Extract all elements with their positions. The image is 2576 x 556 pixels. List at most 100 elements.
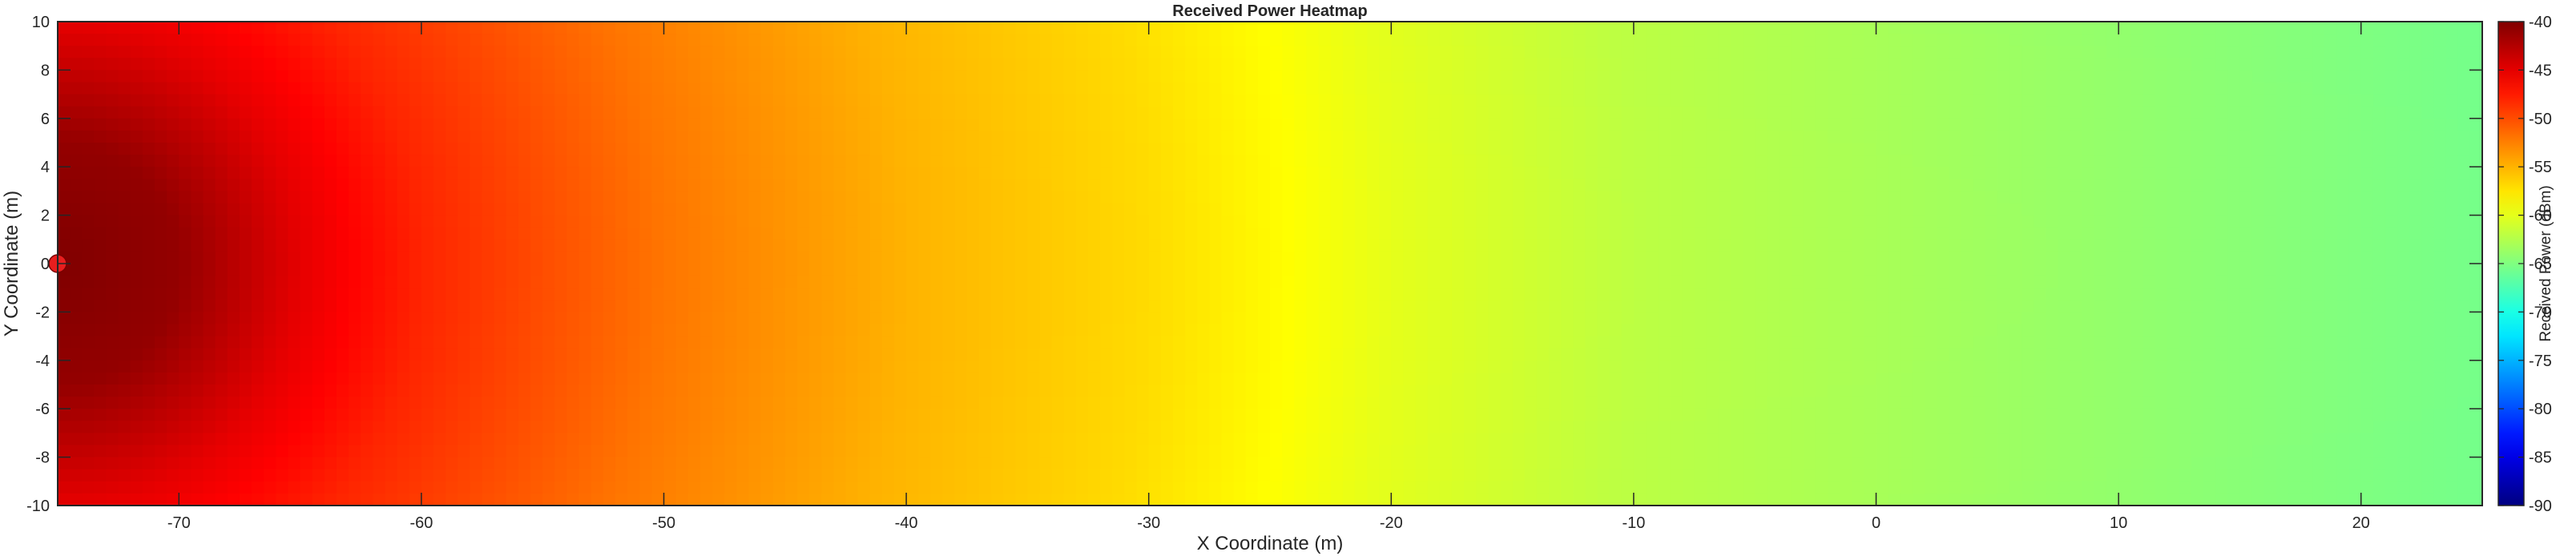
heatmap-cell: [530, 118, 543, 131]
heatmap-cell: [1888, 58, 1901, 71]
heatmap-cell: [2445, 203, 2459, 216]
heatmap-cell: [1512, 276, 1526, 288]
heatmap-cell: [361, 46, 374, 59]
heatmap-cell: [2397, 118, 2411, 131]
heatmap-cell: [2009, 130, 2022, 143]
heatmap-cell: [2070, 106, 2083, 119]
heatmap-cell: [712, 276, 725, 288]
heatmap-cell: [2022, 239, 2034, 252]
heatmap-cell: [2227, 239, 2241, 252]
heatmap-cell: [699, 191, 713, 204]
heatmap-cell: [1403, 288, 1417, 301]
heatmap-cell: [421, 239, 434, 252]
heatmap-cell: [2034, 312, 2047, 325]
heatmap-cell: [1803, 191, 1816, 204]
heatmap-cell: [2360, 179, 2374, 192]
heatmap-cell: [1815, 276, 1828, 288]
heatmap-cell: [1197, 106, 1211, 119]
heatmap-cell: [167, 167, 180, 180]
heatmap-cell: [1597, 106, 1611, 119]
heatmap-cell: [578, 239, 592, 252]
heatmap-cell: [930, 251, 944, 264]
heatmap-cell: [118, 94, 131, 107]
heatmap-cell: [288, 215, 301, 228]
heatmap-cell: [2191, 215, 2204, 228]
heatmap-cell: [2300, 191, 2313, 204]
heatmap-cell: [1985, 167, 1998, 180]
heatmap-cell: [1075, 288, 1089, 301]
heatmap-cell: [70, 70, 83, 83]
heatmap-cell: [1743, 82, 1756, 95]
heatmap-cell: [1803, 70, 1816, 83]
heatmap-cell: [1791, 288, 1804, 301]
heatmap-cell: [651, 203, 665, 216]
heatmap-cell: [2167, 106, 2180, 119]
heatmap-cell: [1755, 94, 1768, 107]
heatmap-cell: [2409, 82, 2423, 95]
heatmap-cell: [494, 94, 507, 107]
heatmap-cell: [1840, 239, 1853, 252]
heatmap-cell: [699, 70, 713, 83]
heatmap-cell: [1536, 34, 1550, 46]
heatmap-cell: [2167, 22, 2180, 34]
heatmap-cell: [1354, 312, 1368, 325]
heatmap-cell: [1039, 46, 1053, 59]
heatmap-cell: [70, 34, 83, 46]
heatmap-cell: [2445, 58, 2459, 71]
heatmap-cell: [155, 130, 167, 143]
heatmap-cell: [1512, 191, 1526, 204]
heatmap-cell: [1112, 300, 1126, 313]
heatmap-cell: [2215, 167, 2229, 180]
heatmap-cell: [1658, 264, 1671, 276]
heatmap-cell: [796, 167, 810, 180]
heatmap-cell: [2251, 251, 2265, 264]
heatmap-cell: [869, 179, 883, 192]
heatmap-cell: [1172, 167, 1186, 180]
heatmap-cell: [2179, 34, 2192, 46]
heatmap-cell: [155, 179, 167, 192]
heatmap-cell: [276, 94, 289, 107]
heatmap-cell: [1524, 264, 1538, 276]
heatmap-cell: [421, 22, 434, 34]
heatmap-cell: [1185, 239, 1199, 252]
heatmap-cell: [1646, 70, 1659, 83]
heatmap-cell: [1876, 143, 1889, 155]
heatmap-cell: [1148, 70, 1162, 83]
heatmap-cell: [1088, 106, 1101, 119]
heatmap-cell: [991, 143, 1004, 155]
heatmap-cell: [2131, 94, 2144, 107]
heatmap-cell: [215, 239, 228, 252]
heatmap-cell: [1706, 191, 1719, 204]
heatmap-cell: [58, 34, 71, 46]
heatmap-cell: [276, 106, 289, 119]
heatmap-cell: [1694, 179, 1707, 192]
heatmap-cell: [821, 312, 835, 325]
heatmap-cell: [179, 300, 192, 313]
heatmap-cell: [2106, 34, 2119, 46]
heatmap-cell: [2046, 312, 2059, 325]
heatmap-cell: [772, 130, 786, 143]
heatmap-cell: [1912, 179, 1925, 192]
heatmap-cell: [796, 276, 810, 288]
heatmap-cell: [918, 46, 932, 59]
heatmap-cell: [809, 251, 822, 264]
heatmap-cell: [1548, 46, 1562, 59]
heatmap-cell: [252, 34, 265, 46]
heatmap-cell: [2167, 300, 2180, 313]
heatmap-cell: [2397, 191, 2411, 204]
heatmap-cell: [675, 70, 689, 83]
heatmap-cell: [2179, 46, 2192, 59]
heatmap-cell: [663, 276, 677, 288]
heatmap-cell: [191, 227, 204, 240]
heatmap-cell: [1573, 118, 1586, 131]
heatmap-cell: [796, 300, 810, 313]
heatmap-cell: [1925, 82, 1937, 95]
heatmap-cell: [809, 203, 822, 216]
heatmap-cell: [1973, 300, 1986, 313]
heatmap-cell: [845, 106, 859, 119]
heatmap-cell: [2469, 203, 2483, 216]
heatmap-cell: [300, 251, 313, 264]
heatmap-cell: [2131, 227, 2144, 240]
heatmap-cell: [1488, 215, 1502, 228]
heatmap-cell: [1294, 22, 1308, 34]
